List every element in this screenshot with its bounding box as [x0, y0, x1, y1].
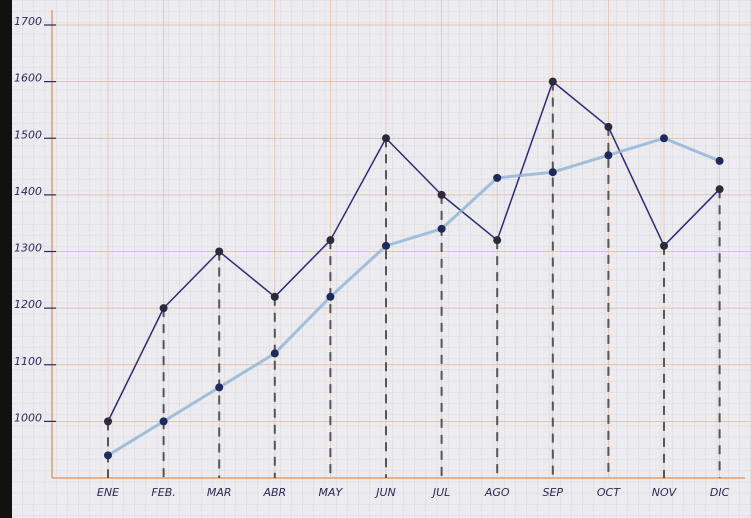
point	[604, 122, 613, 131]
point	[159, 417, 168, 426]
x-tick-label: NOV	[652, 486, 678, 499]
point	[326, 292, 335, 301]
point	[382, 241, 390, 250]
point	[604, 151, 613, 160]
line	[107, 136, 721, 457]
y-tick-label: 1000	[14, 411, 42, 424]
point	[382, 134, 390, 143]
point	[660, 241, 668, 250]
x-tick-label: SEP	[543, 486, 564, 499]
x-tick-label: ENE	[97, 486, 119, 499]
y-tick-label: 1300	[14, 242, 42, 255]
y-tick-label: 1100	[14, 355, 42, 368]
point	[660, 134, 668, 143]
y-tick-label: 1500	[14, 128, 42, 141]
point	[104, 451, 112, 460]
line	[107, 80, 721, 422]
point	[548, 77, 557, 86]
point	[715, 185, 724, 194]
point	[437, 224, 446, 233]
point	[159, 304, 168, 313]
point	[437, 190, 446, 199]
point	[493, 173, 502, 182]
point	[548, 168, 557, 177]
point	[215, 383, 224, 392]
x-tick-label: OCT	[597, 486, 621, 499]
y-tick-label: 1600	[14, 72, 42, 85]
edge	[0, 0, 12, 518]
x-tick-label: MAR	[207, 486, 232, 499]
x-tick-label: AGO	[484, 486, 510, 499]
x-tick-label: JUN	[374, 486, 396, 499]
point	[326, 236, 335, 245]
y-tick-label: 1400	[14, 185, 42, 198]
point	[493, 236, 502, 245]
x-tick-label: MAY	[319, 486, 344, 499]
x-tick-label: ABR	[262, 486, 286, 499]
x-tick-label: DIC	[710, 486, 730, 499]
point	[270, 292, 279, 301]
y-tick-label: 1200	[14, 298, 42, 311]
x-tick-label: JUL	[431, 486, 450, 499]
x-tick-label: FEB.	[151, 486, 175, 499]
point	[215, 247, 224, 256]
point	[715, 156, 724, 165]
point	[104, 417, 112, 426]
y-tick-label: 1700	[14, 15, 42, 28]
point	[270, 349, 279, 358]
